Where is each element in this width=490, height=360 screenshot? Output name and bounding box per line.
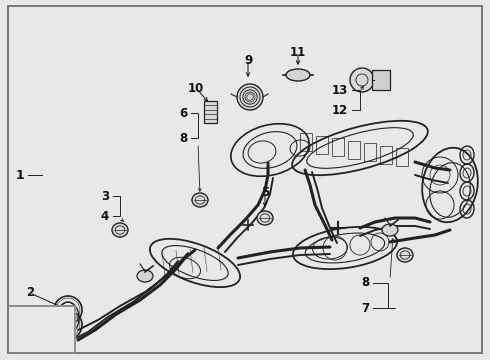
Text: 2: 2 [26,287,34,300]
Ellipse shape [397,248,413,262]
Ellipse shape [286,69,310,81]
Text: 1: 1 [16,168,24,181]
Ellipse shape [257,211,273,225]
Text: 13: 13 [332,84,348,96]
Ellipse shape [137,270,153,282]
Text: 8: 8 [361,276,369,289]
Bar [316,135,328,153]
Bar [203,101,217,123]
Ellipse shape [192,193,208,207]
Text: 9: 9 [244,54,252,67]
Text: 7: 7 [361,302,369,315]
Circle shape [237,84,263,110]
Circle shape [350,68,374,92]
Text: 12: 12 [332,104,348,117]
Bar [300,133,312,151]
Text: 8: 8 [179,131,187,144]
Text: 4: 4 [101,210,109,222]
Bar [372,70,390,90]
Text: 5: 5 [261,185,269,198]
Bar [364,143,376,161]
Text: 11: 11 [290,45,306,59]
Ellipse shape [240,89,260,105]
Text: 6: 6 [179,107,187,120]
Ellipse shape [112,223,128,237]
Text: 3: 3 [101,189,109,202]
Polygon shape [8,306,75,354]
Bar [380,145,392,163]
Polygon shape [8,306,75,353]
Bar [348,140,360,158]
Ellipse shape [382,224,398,236]
Bar [332,138,344,156]
Bar [396,148,408,166]
Text: 10: 10 [188,81,204,95]
